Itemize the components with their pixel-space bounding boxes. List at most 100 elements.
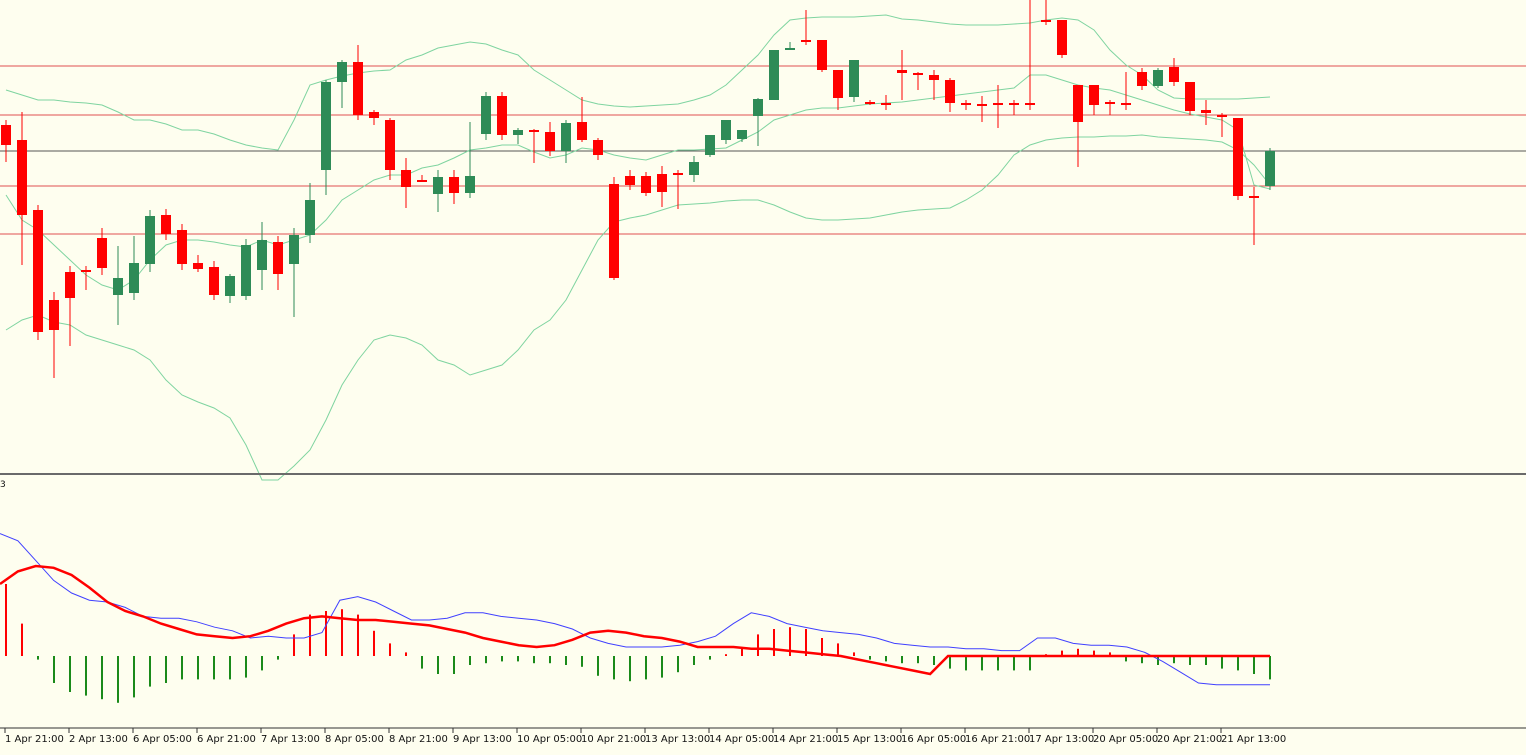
candle-body <box>593 140 603 155</box>
time-axis-label: 13 Apr 13:00 <box>645 734 710 745</box>
macd-fast-line <box>0 533 1270 686</box>
candle-body <box>177 230 187 264</box>
candle-body <box>321 82 331 170</box>
candle-body <box>1217 115 1227 117</box>
time-axis-label: 10 Apr 05:00 <box>517 734 582 745</box>
bollinger-middle-band <box>5 74 1271 291</box>
candle-body <box>1105 102 1115 104</box>
candle-body <box>1057 20 1067 55</box>
time-axis-label: 1 Apr 21:00 <box>5 734 64 745</box>
candle-body <box>1265 151 1275 186</box>
candle-body <box>497 96 507 135</box>
candle-body <box>193 263 203 269</box>
candle-body <box>1073 85 1083 122</box>
candle-body <box>1 125 11 145</box>
candle-body <box>353 62 363 115</box>
price-panel[interactable] <box>0 0 1526 481</box>
macd-signal-line <box>0 564 1270 676</box>
time-axis-label: 17 Apr 13:00 <box>1029 734 1094 745</box>
bollinger-lower-band <box>5 134 1271 481</box>
candle-body <box>849 60 859 97</box>
candle-body <box>337 62 347 82</box>
candle-body <box>641 176 651 193</box>
candle-body <box>657 174 667 192</box>
time-axis-label: 2 Apr 13:00 <box>69 734 128 745</box>
candle-body <box>369 112 379 118</box>
candle-body <box>897 70 907 73</box>
candle-body <box>49 300 59 330</box>
candle-body <box>241 245 251 296</box>
candle-body <box>17 140 27 215</box>
candle-body <box>929 75 939 80</box>
time-axis-label: 8 Apr 05:00 <box>325 734 384 745</box>
time-axis-label: 9 Apr 13:00 <box>453 734 512 745</box>
candle-body <box>673 173 683 175</box>
candle-body <box>1137 72 1147 86</box>
candle-body <box>769 50 779 100</box>
candle-body <box>721 120 731 140</box>
candle-body <box>1233 118 1243 196</box>
candle-body <box>385 120 395 170</box>
candle-body <box>289 235 299 264</box>
time-axis-label: 14 Apr 05:00 <box>709 734 774 745</box>
time-axis-label: 20 Apr 05:00 <box>1093 734 1158 745</box>
candle-body <box>561 123 571 151</box>
candle-body <box>257 240 267 270</box>
candle-body <box>33 210 43 332</box>
candle-body <box>529 130 539 132</box>
candle-body <box>273 242 283 274</box>
candle-body <box>817 40 827 70</box>
candle-body <box>209 267 219 295</box>
candle-body <box>961 103 971 105</box>
candle-body <box>881 103 891 105</box>
time-axis-label: 7 Apr 13:00 <box>261 734 320 745</box>
candle-body <box>1201 110 1211 113</box>
candle-body <box>97 238 107 268</box>
candle-body <box>577 122 587 140</box>
indicator-panel-label: 3 <box>0 480 6 490</box>
time-axis-label: 20 Apr 21:00 <box>1157 734 1222 745</box>
candle-body <box>737 130 747 139</box>
candle-body <box>1121 103 1131 105</box>
time-axis-label: 15 Apr 13:00 <box>837 734 902 745</box>
candle-body <box>993 103 1003 105</box>
time-axis-label: 8 Apr 21:00 <box>389 734 448 745</box>
time-axis-label: 16 Apr 05:00 <box>901 734 966 745</box>
candle-body <box>113 278 123 295</box>
candle-body <box>1089 85 1099 105</box>
candle-body <box>161 215 171 234</box>
macd-panel[interactable] <box>0 533 1271 703</box>
candle-body <box>513 130 523 135</box>
candle-body <box>1153 70 1163 86</box>
candle-body <box>449 177 459 193</box>
candle-body <box>945 80 955 103</box>
candle-body <box>1249 196 1259 198</box>
candle-body <box>129 263 139 293</box>
time-axis-label: 14 Apr 21:00 <box>773 734 838 745</box>
time-axis-label: 6 Apr 21:00 <box>197 734 256 745</box>
candle-body <box>81 270 91 272</box>
candle-body <box>1025 103 1035 105</box>
candle-body <box>977 104 987 106</box>
candle-body <box>609 184 619 278</box>
candle-body <box>689 162 699 175</box>
candle-body <box>545 132 555 151</box>
candle-body <box>433 177 443 194</box>
candle-body <box>833 70 843 98</box>
time-axis-label: 10 Apr 21:00 <box>581 734 646 745</box>
candle-body <box>401 170 411 187</box>
candle-body <box>801 40 811 42</box>
candle-body <box>865 102 875 104</box>
candle-body <box>1041 20 1051 22</box>
candle-body <box>1169 67 1179 82</box>
candle-body <box>705 135 715 155</box>
candle-body <box>417 180 427 182</box>
time-axis-label: 6 Apr 05:00 <box>133 734 192 745</box>
time-axis: 1 Apr 21:00 2 Apr 13:00 6 Apr 05:00 6 Apr 2… <box>4 728 1286 745</box>
candle-body <box>785 48 795 50</box>
candle-body <box>625 176 635 185</box>
candle-body <box>465 176 475 193</box>
candle-body <box>145 216 155 264</box>
